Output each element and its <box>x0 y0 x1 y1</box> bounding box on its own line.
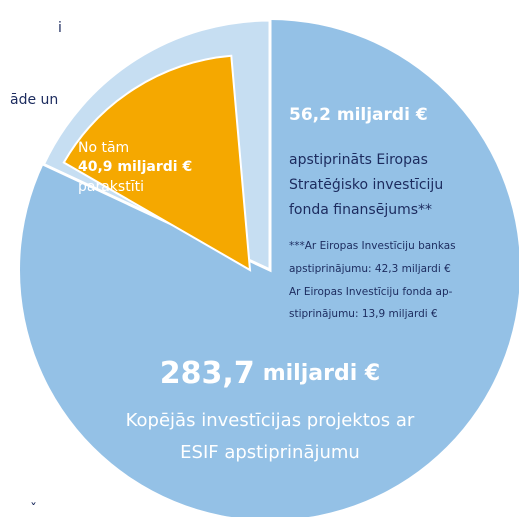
signed-prefix: No tām <box>78 140 129 156</box>
total-amount: 283,7 <box>160 356 255 391</box>
efsi-line: Stratēģisko investīciju <box>289 177 443 193</box>
total-line: ESIF apstiprinājumu <box>180 442 360 463</box>
fragment: āde un <box>10 92 58 108</box>
fragment: i <box>58 20 62 36</box>
efsi-line: fonda finansējums** <box>289 202 432 218</box>
efsi-note: stiprinājumu: 13,9 miljardi € <box>289 308 438 320</box>
fragment: ˇ <box>30 502 37 517</box>
efsi-note: ***Ar Eiropas Investīciju bankas <box>289 240 456 252</box>
efsi-line: apstiprināts Eiropas <box>289 152 428 168</box>
total-unit: miljardi € <box>263 361 381 386</box>
total-line: Kopējās investīcijas projektos ar <box>126 410 415 431</box>
signed-amount: 40,9 miljardi € <box>78 159 192 175</box>
total-heading: 283,7 miljardi € <box>160 356 380 391</box>
signed-wedge <box>62 54 252 272</box>
efsi-amount: 56,2 miljardi € <box>289 105 428 125</box>
efsi-note: apstiprinājumu: 42,3 miljardi € <box>289 263 451 275</box>
efsi-note: Ar Eiropas Investīciju fonda ap- <box>289 286 453 298</box>
signed-suffix: parakstīti <box>78 179 144 195</box>
